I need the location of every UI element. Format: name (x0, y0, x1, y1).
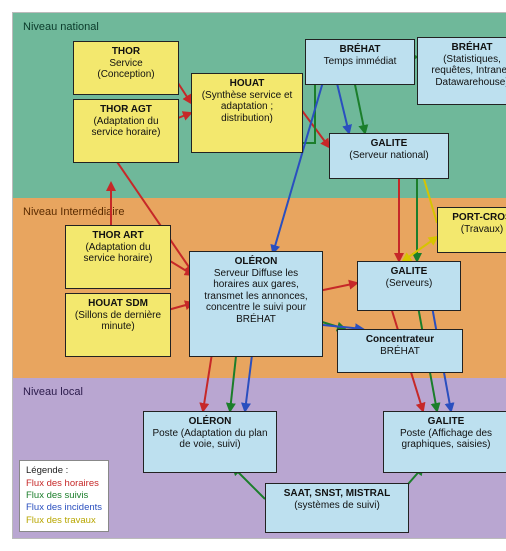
box-subtitle: Poste (Adaptation du plan de voie, suivi… (150, 428, 270, 451)
diagram-canvas: Niveau national Niveau Intermédiaire Niv… (12, 12, 506, 539)
box-thor-svc: THORService (Conception) (73, 41, 179, 95)
box-title: THOR (80, 46, 172, 58)
box-brehat-dw: BRÉHAT(Statistiques, requêtes, Intranet,… (417, 37, 506, 105)
box-galite-nat: GALITE(Serveur national) (329, 133, 449, 179)
box-subtitle: (Sillons de dernière minute) (72, 310, 164, 333)
box-subtitle: (Statistiques, requêtes, Intranet, Dataw… (424, 54, 506, 89)
box-thor-agt: THOR AGT(Adaptation du service horaire) (73, 99, 179, 163)
box-title: GALITE (390, 416, 502, 428)
box-title: BRÉHAT (424, 42, 506, 54)
box-houat-sdm: HOUAT SDM(Sillons de dernière minute) (65, 293, 171, 357)
box-houat: HOUAT(Synthèse service et adaptation ; d… (191, 73, 303, 153)
layer-national-title: Niveau national (23, 21, 99, 33)
legend-item-suivis: Flux des suivis (26, 490, 102, 502)
box-subtitle: (Travaux) (444, 224, 506, 236)
box-title: THOR ART (72, 230, 164, 242)
box-subtitle: (Serveur national) (336, 150, 442, 162)
box-subtitle: Temps immédiat (312, 56, 408, 68)
legend: Légende : Flux des horaires Flux des sui… (19, 460, 109, 532)
legend-item-incidents: Flux des incidents (26, 502, 102, 514)
box-port-cros: PORT-CROS(Travaux) (437, 207, 506, 253)
box-title: SAAT, SNST, MISTRAL (272, 488, 402, 500)
box-title: HOUAT SDM (72, 298, 164, 310)
box-title: GALITE (336, 138, 442, 150)
box-title: OLÉRON (150, 416, 270, 428)
box-oleron-poste: OLÉRONPoste (Adaptation du plan de voie,… (143, 411, 277, 473)
box-title: BRÉHAT (312, 44, 408, 56)
box-thor-art: THOR ART(Adaptation du service horaire) (65, 225, 171, 289)
box-subtitle: Serveur Diffuse les horaires aux gares, … (196, 268, 316, 326)
box-galite-poste: GALITEPoste (Affichage des graphiques, s… (383, 411, 506, 473)
box-subtitle: (systèmes de suivi) (272, 500, 402, 512)
box-brehat-ti: BRÉHATTemps immédiat (305, 39, 415, 85)
legend-item-horaires: Flux des horaires (26, 478, 102, 490)
box-subtitle: Service (Conception) (80, 58, 172, 81)
box-oleron-srv: OLÉRONServeur Diffuse les horaires aux g… (189, 251, 323, 357)
box-subtitle: (Adaptation du service horaire) (80, 116, 172, 139)
box-subtitle: (Synthèse service et adaptation ; distri… (198, 90, 296, 125)
box-subtitle: (Adaptation du service horaire) (72, 242, 164, 265)
layer-intermediate-title: Niveau Intermédiaire (23, 206, 125, 218)
box-title: THOR AGT (80, 104, 172, 116)
box-saat: SAAT, SNST, MISTRAL(systèmes de suivi) (265, 483, 409, 533)
box-subtitle: BRÉHAT (344, 346, 456, 358)
box-title: PORT-CROS (444, 212, 506, 224)
legend-heading: Légende : (26, 465, 102, 477)
legend-item-travaux: Flux des travaux (26, 515, 102, 527)
box-conc-brehat: ConcentrateurBRÉHAT (337, 329, 463, 373)
box-galite-srv: GALITE(Serveurs) (357, 261, 461, 311)
box-title: OLÉRON (196, 256, 316, 268)
box-title: HOUAT (198, 78, 296, 90)
box-subtitle: (Serveurs) (364, 278, 454, 290)
layer-local-title: Niveau local (23, 386, 83, 398)
box-title: GALITE (364, 266, 454, 278)
box-title: Concentrateur (344, 334, 456, 346)
box-subtitle: Poste (Affichage des graphiques, saisies… (390, 428, 502, 451)
